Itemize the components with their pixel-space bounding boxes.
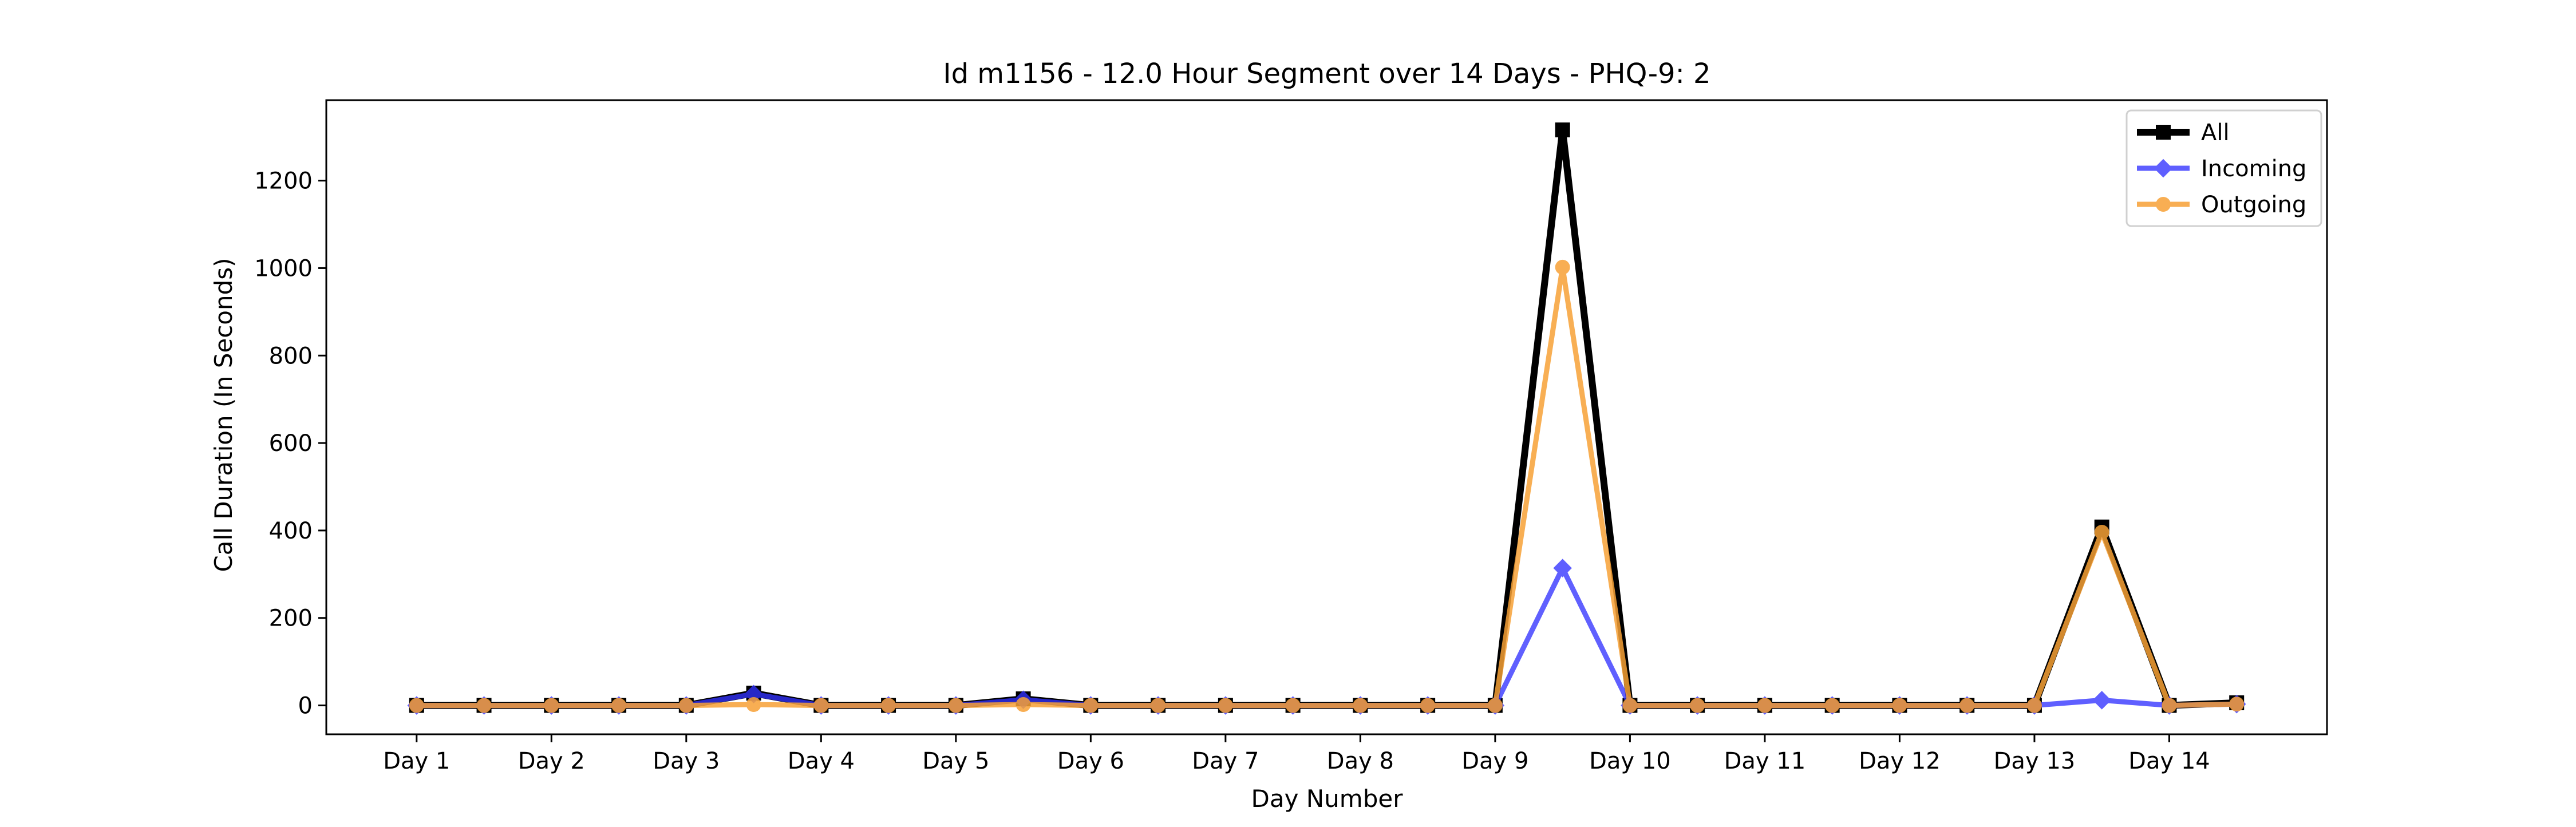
y-tick-label: 200 (269, 606, 313, 632)
data-point-outgoing (1151, 698, 1166, 713)
legend-marker-all (2156, 125, 2171, 140)
legend-item-incoming (2137, 159, 2190, 178)
x-tick-label: Day 3 (653, 748, 720, 774)
x-tick-label: Day 8 (1327, 748, 1394, 774)
x-tick-label: Day 7 (1192, 748, 1259, 774)
series-line-incoming (416, 565, 2237, 709)
x-tick-label: Day 6 (1057, 748, 1124, 774)
y-tick-label: 800 (269, 343, 313, 369)
data-point-incoming (744, 684, 763, 703)
data-point-outgoing (1420, 698, 1436, 713)
series-outgoing (409, 259, 2245, 713)
legend-item-all (2137, 125, 2190, 140)
y-tick-label: 1000 (254, 255, 313, 282)
data-point-outgoing (2026, 698, 2042, 713)
legend-label-all: All (2201, 120, 2230, 146)
data-point-outgoing (746, 697, 761, 713)
data-point-outgoing (2094, 524, 2109, 540)
x-tick-label: Day 13 (1994, 748, 2076, 774)
x-tick-label: Day 4 (788, 748, 855, 774)
data-point-outgoing (1083, 698, 1099, 713)
data-point-outgoing (476, 698, 492, 713)
legend-marker-outgoing (2156, 197, 2171, 212)
data-point-outgoing (544, 698, 559, 713)
y-tick-label: 400 (269, 518, 313, 544)
data-point-outgoing (1487, 698, 1503, 713)
data-point-outgoing (1353, 698, 1368, 713)
y-axis-label: Call Duration (In Seconds) (210, 258, 238, 572)
series-line-all (416, 126, 2237, 709)
series-line-outgoing (416, 264, 2237, 709)
chart-title: Id m1156 - 12.0 Hour Segment over 14 Day… (943, 58, 1710, 90)
x-tick-label: Day 11 (1724, 748, 1806, 774)
x-tick-label: Day 5 (922, 748, 989, 774)
x-tick-label: Day 14 (2128, 748, 2210, 774)
x-tick-label: Day 2 (518, 748, 585, 774)
data-point-all (1555, 122, 1570, 137)
data-point-outgoing (2162, 698, 2177, 713)
data-point-outgoing (881, 698, 896, 713)
y-tick-label: 1200 (254, 168, 313, 195)
plot-area: 0 200 400 600 800 1000 1200 Day 1 Day 2 Day 3 Day … (254, 99, 2328, 774)
series-all (409, 122, 2245, 713)
axes-frame (325, 99, 2328, 735)
y-tick-label: 600 (269, 430, 313, 457)
data-point-outgoing (1690, 698, 1705, 713)
data-point-outgoing (1555, 259, 1570, 275)
x-axis-label: Day Number (1251, 785, 1403, 813)
legend-item-outgoing (2137, 197, 2190, 212)
x-tick-label: Day 10 (1589, 748, 1671, 774)
data-point-incoming (1553, 559, 1572, 577)
data-point-outgoing (2229, 697, 2245, 712)
series-incoming (407, 559, 2246, 715)
legend-box (2125, 109, 2322, 227)
legend-label-incoming: Incoming (2201, 156, 2306, 182)
x-tick-label: Day 12 (1859, 748, 1941, 774)
legend: All Incoming Outgoing (2125, 109, 2322, 227)
legend-label-outgoing: Outgoing (2201, 192, 2306, 218)
data-point-outgoing (1218, 698, 1233, 713)
y-tick-label: 0 (298, 693, 313, 719)
data-point-outgoing (813, 698, 829, 713)
data-point-outgoing (1285, 698, 1301, 713)
data-point-outgoing (1892, 698, 1907, 713)
data-point-outgoing (678, 698, 694, 713)
data-point-outgoing (611, 698, 627, 713)
data-point-incoming (2092, 691, 2111, 710)
data-point-outgoing (1016, 697, 1031, 713)
data-point-outgoing (948, 698, 963, 713)
data-point-outgoing (1622, 698, 1638, 713)
data-point-outgoing (1824, 698, 1840, 713)
x-tick-label: Day 9 (1461, 748, 1528, 774)
legend-marker-incoming (2154, 159, 2173, 178)
data-point-outgoing (1959, 698, 1975, 713)
data-point-outgoing (409, 698, 424, 713)
data-point-outgoing (1757, 698, 1772, 713)
x-tick-label: Day 1 (383, 748, 450, 774)
